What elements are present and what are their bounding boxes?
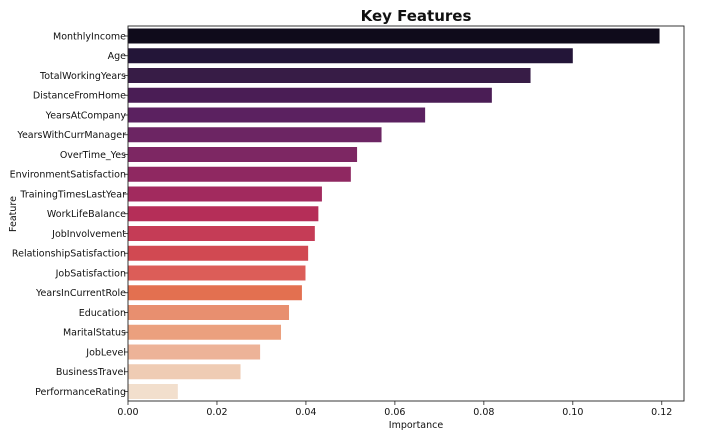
bar-monthlyincome	[128, 28, 660, 44]
bar-distancefromhome	[128, 87, 492, 103]
x-tick-label: 0.02	[206, 407, 227, 418]
bar-overtime-yes	[128, 147, 358, 162]
category-label: Age	[108, 51, 127, 62]
bars-group	[128, 28, 660, 399]
category-label: TrainingTimesLastYear	[19, 189, 126, 200]
category-label: OverTime_Yes	[60, 150, 126, 161]
category-label: YearsInCurrentRole	[35, 288, 126, 299]
bar-jobinvolvement	[128, 226, 315, 241]
x-tick-label: 0.12	[651, 407, 672, 418]
bar-yearsatcompany	[128, 107, 426, 123]
category-label: JobLevel	[85, 347, 126, 358]
bar-maritalstatus	[128, 324, 282, 340]
x-axis-title: Importance	[389, 420, 444, 431]
bar-jobsatisfaction	[128, 265, 306, 281]
bar-worklifebalance	[128, 206, 319, 222]
bar-yearswithcurrmanager	[128, 127, 382, 143]
category-label: JobSatisfaction	[55, 268, 126, 279]
category-label: TotalWorkingYears	[39, 71, 126, 82]
plot-frame	[127, 25, 685, 402]
category-label: JobInvolvement	[51, 229, 126, 240]
bar-relationshipsatisfaction	[128, 245, 309, 261]
bar-performancerating	[128, 384, 178, 399]
x-tick-label: 0.04	[295, 407, 316, 418]
category-label: Education	[79, 308, 126, 319]
bar-totalworkingyears	[128, 68, 531, 83]
bar-joblevel	[128, 344, 261, 360]
bar-environmentsatisfaction	[128, 166, 351, 182]
category-label: YearsWithCurrManager	[16, 130, 126, 141]
x-tick-label: 0.00	[117, 407, 138, 418]
x-axis-ticks: 0.00 0.02 0.04 0.06 0.08 0.10 0.12	[117, 401, 672, 418]
category-label: EnvironmentSatisfaction	[10, 170, 126, 181]
category-labels: MonthlyIncome Age TotalWorkingYears Distanc…	[10, 31, 128, 398]
x-tick-label: 0.08	[473, 407, 494, 418]
category-label: RelationshipSatisfaction	[12, 249, 126, 260]
bar-yearsincurrentrole	[128, 285, 302, 301]
category-label: PerformanceRating	[35, 387, 126, 398]
category-label: MaritalStatus	[63, 328, 126, 339]
bar-trainingtimeslastyear	[128, 186, 322, 202]
x-tick-label: 0.10	[562, 407, 583, 418]
category-label: DistanceFromHome	[33, 91, 126, 102]
bar-businesstravel	[128, 364, 241, 380]
x-tick-label: 0.06	[384, 407, 405, 418]
category-label: BusinessTravel	[56, 367, 126, 378]
category-label: WorkLifeBalance	[47, 209, 126, 220]
category-label: YearsAtCompany	[45, 110, 127, 121]
category-label: MonthlyIncome	[53, 31, 126, 42]
y-axis-title: Feature	[8, 196, 19, 232]
bar-education	[128, 305, 290, 320]
chart-title: Key Features	[361, 7, 472, 25]
bar-age	[128, 48, 573, 64]
